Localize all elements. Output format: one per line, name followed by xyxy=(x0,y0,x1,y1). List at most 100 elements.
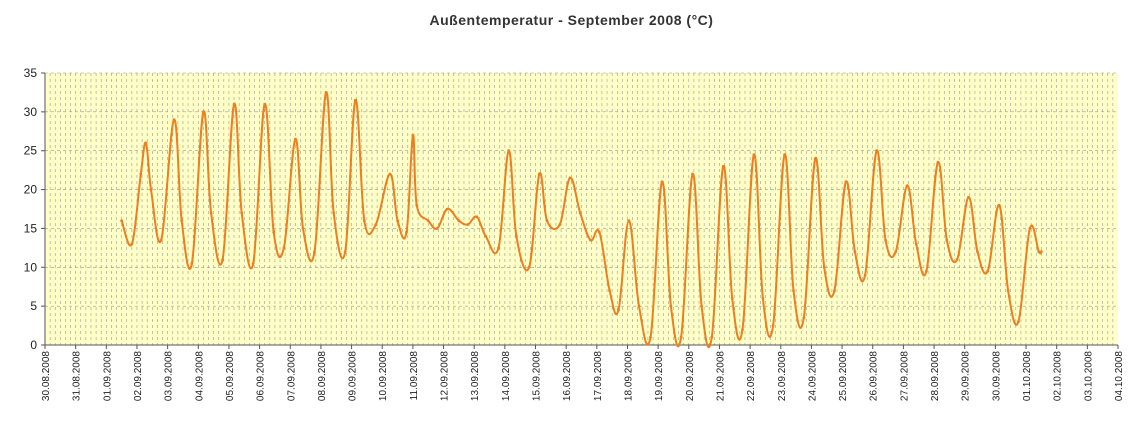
data-point xyxy=(240,211,244,215)
data-point xyxy=(251,262,255,265)
data-point xyxy=(497,246,500,250)
data-point xyxy=(617,308,620,312)
x-tick-label: 22.09.2008 xyxy=(746,351,757,401)
data-point xyxy=(578,211,582,215)
data-point xyxy=(955,258,959,261)
data-point xyxy=(730,297,734,300)
data-point xyxy=(180,219,184,223)
data-point xyxy=(374,223,378,226)
data-point xyxy=(783,153,786,157)
data-point xyxy=(232,102,236,106)
data-point xyxy=(741,328,744,331)
data-point xyxy=(691,172,694,176)
data-point xyxy=(515,234,518,238)
data-point xyxy=(484,234,488,238)
data-point xyxy=(426,219,430,223)
x-tick-label: 30.08.2008 xyxy=(41,351,52,401)
data-point xyxy=(679,335,683,339)
data-point xyxy=(894,250,898,254)
data-point xyxy=(1028,227,1032,230)
data-point xyxy=(149,188,153,192)
data-point xyxy=(649,335,652,339)
data-point xyxy=(466,223,470,226)
data-point xyxy=(545,219,549,223)
x-tick-label: 05.09.2008 xyxy=(225,351,236,401)
data-point xyxy=(792,289,795,292)
data-point xyxy=(945,238,949,242)
data-point xyxy=(925,269,928,273)
data-point xyxy=(221,258,225,261)
data-point xyxy=(332,211,336,215)
data-point xyxy=(914,242,918,246)
data-point xyxy=(669,304,673,308)
x-tick-label: 02.10.2008 xyxy=(1053,351,1064,401)
x-tick-label: 21.09.2008 xyxy=(715,351,726,401)
data-point xyxy=(415,203,419,207)
axes xyxy=(44,73,1118,346)
data-point xyxy=(558,223,562,226)
x-tick-label: 10.09.2008 xyxy=(378,351,389,401)
data-point xyxy=(1037,250,1041,254)
y-axis-ticks: 0 5 10 15 20 25 30 35 xyxy=(24,66,45,352)
data-point xyxy=(802,316,806,320)
data-point xyxy=(771,324,775,327)
data-point xyxy=(844,180,848,184)
series-group xyxy=(120,91,1043,349)
data-point xyxy=(446,207,449,211)
x-tick-label: 16.09.2008 xyxy=(562,351,573,401)
data-point xyxy=(1006,289,1010,292)
x-tick-label: 11.09.2008 xyxy=(409,351,420,401)
data-point xyxy=(202,110,205,114)
data-point xyxy=(507,149,511,153)
x-tick-label: 02.09.2008 xyxy=(133,351,144,401)
x-tick-label: 03.09.2008 xyxy=(164,351,175,401)
data-point xyxy=(457,219,461,223)
x-tick-label: 28.09.2008 xyxy=(930,351,941,401)
data-point xyxy=(388,172,392,176)
x-tick-label: 09.09.2008 xyxy=(348,351,359,401)
y-tick-label: 30 xyxy=(24,105,38,119)
y-tick-label: 10 xyxy=(24,260,38,274)
data-point xyxy=(884,238,887,242)
y-tick-label: 25 xyxy=(24,144,38,158)
x-tick-label: 23.09.2008 xyxy=(777,351,788,401)
x-tick-label: 27.09.2008 xyxy=(899,351,910,401)
data-point xyxy=(905,184,909,188)
data-point xyxy=(986,269,990,273)
x-tick-label: 31.08.2008 xyxy=(72,351,83,401)
data-point xyxy=(700,304,703,308)
data-point xyxy=(527,265,531,269)
data-point xyxy=(172,118,176,121)
x-tick-label: 01.09.2008 xyxy=(102,351,113,401)
data-point xyxy=(190,262,194,265)
data-point xyxy=(752,153,756,157)
data-point xyxy=(411,133,415,137)
data-point xyxy=(589,238,592,242)
data-point xyxy=(863,273,867,277)
data-point xyxy=(343,250,347,254)
data-point xyxy=(936,161,940,164)
x-tick-label: 06.09.2008 xyxy=(256,351,267,401)
data-point xyxy=(875,149,878,153)
data-point xyxy=(627,219,631,223)
data-point xyxy=(144,141,148,145)
data-point xyxy=(130,242,134,246)
data-point xyxy=(813,157,817,160)
data-point xyxy=(324,91,328,94)
data-point xyxy=(282,246,286,250)
data-point xyxy=(301,227,305,230)
x-axis-ticks: 30.08.2008 31.08.2008 01.09.2008 02.09.2008… xyxy=(41,345,1125,401)
gridlines xyxy=(44,72,1118,345)
x-tick-label: 14.09.2008 xyxy=(501,351,512,401)
data-point xyxy=(159,238,163,242)
data-point xyxy=(263,102,267,106)
x-tick-label: 08.09.2008 xyxy=(317,351,328,401)
data-point xyxy=(537,172,541,176)
data-point xyxy=(822,265,826,269)
y-tick-label: 35 xyxy=(24,66,38,80)
x-tick-label: 18.09.2008 xyxy=(623,351,634,401)
plot-area xyxy=(45,73,1118,345)
x-tick-label: 01.10.2008 xyxy=(1022,351,1033,401)
x-tick-label: 04.09.2008 xyxy=(194,351,205,401)
